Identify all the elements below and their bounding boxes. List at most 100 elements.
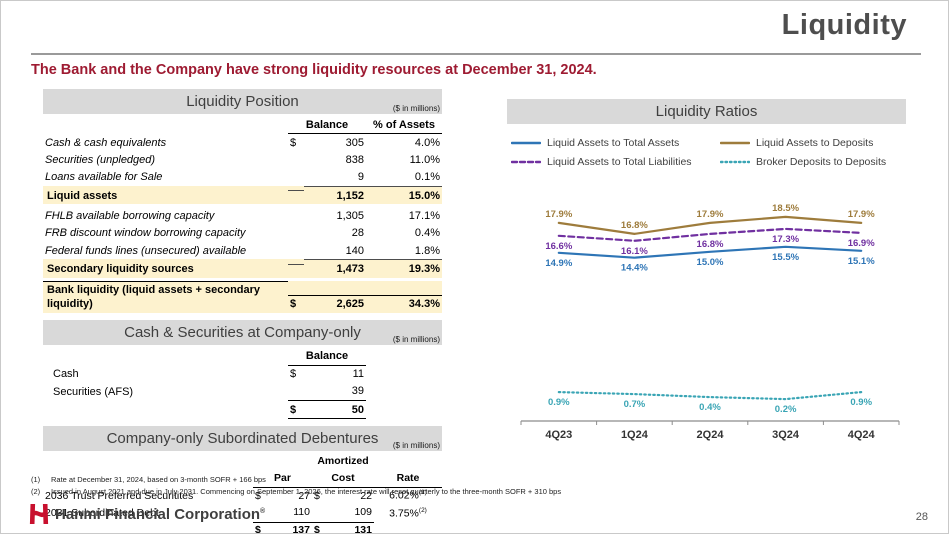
row-label: Loans available for Sale — [45, 171, 163, 184]
pct-value: 4.0% — [414, 136, 440, 149]
rate-value — [374, 529, 442, 533]
rate-value: 6.02%(1) — [389, 489, 427, 502]
footnote-text: Rate at December 31, 2024, based on 3-mo… — [51, 475, 266, 484]
svg-text:4Q24: 4Q24 — [848, 429, 876, 441]
svg-text:16.1%: 16.1% — [621, 246, 648, 257]
row-label: Securities (unpledged) — [45, 154, 156, 167]
row-label: Securities (AFS) — [53, 386, 134, 399]
legend-label: Liquid Assets to Total Liabilities — [547, 156, 692, 168]
legend-item: Liquid Assets to Total Assets — [511, 137, 716, 149]
brand-name: Hanmi Financial Corporation® — [55, 505, 266, 523]
svg-text:17.9%: 17.9% — [545, 209, 572, 220]
amortized-column-header: Amortized — [317, 454, 369, 467]
balance-value: 1,152 — [304, 186, 366, 204]
pct-value: 1.8% — [414, 244, 440, 257]
dollar-sign — [288, 211, 304, 225]
table-row: $50 — [43, 401, 442, 420]
cost-value: 109 — [328, 505, 374, 523]
left-column: Liquidity Position ($ in millions) Balan… — [43, 89, 442, 533]
svg-text:2Q24: 2Q24 — [697, 429, 725, 441]
dollar-sign: $ — [288, 294, 304, 313]
empty-cell — [366, 387, 442, 401]
dollar-sign — [253, 510, 266, 523]
legend-item: Liquid Assets to Deposits — [720, 137, 906, 149]
chart-panel: Liquidity Ratios Liquid Assets to Total … — [507, 99, 906, 456]
balance-value: 39 — [304, 383, 366, 402]
table-row: Securities (unpledged) 838 11.0% — [43, 152, 442, 169]
dollar-sign — [288, 155, 304, 169]
balance-value: 838 — [345, 154, 364, 167]
liquidity-position-column-headers: Balance % of Assets — [43, 116, 442, 135]
svg-text:0.4%: 0.4% — [699, 402, 721, 413]
slide-subtitle: The Bank and the Company have strong liq… — [31, 62, 597, 78]
pct-value: 19.3% — [366, 259, 442, 277]
table-row: Liquid assets 1,152 15.0% — [43, 186, 442, 205]
footer-brand: Hanmi Financial Corporation® — [29, 503, 265, 525]
dollar-sign: $ — [288, 401, 304, 420]
dollar-sign: $ — [312, 523, 328, 533]
row-label: Cash & cash equivalents — [45, 136, 167, 149]
registered-mark: ® — [260, 507, 266, 515]
par-value: 27 — [298, 489, 310, 502]
svg-text:15.0%: 15.0% — [697, 257, 724, 268]
balance-value: 50 — [304, 401, 366, 420]
balance-value: 1,473 — [304, 259, 366, 277]
balance-value: 2,625 — [304, 294, 366, 313]
row-label: Cash — [53, 368, 79, 381]
footnote-number: (2) — [31, 486, 41, 496]
row-label: FHLB available borrowing capacity — [45, 209, 215, 222]
legend-label: Liquid Assets to Deposits — [756, 137, 874, 149]
table-row: FRB discount window borrowing capacity 28… — [43, 225, 442, 242]
balance-column-header: Balance — [288, 116, 366, 135]
row-label: Liquid assets — [47, 189, 118, 202]
svg-text:0.9%: 0.9% — [850, 397, 872, 408]
table-row: FHLB available borrowing capacity 1,305 17… — [43, 207, 442, 224]
row-label: Federal funds lines (unsecured) availabl… — [45, 244, 247, 257]
footnote: (1) Rate at December 31, 2024, based on 3… — [31, 474, 911, 486]
company-cash-column-headers: Balance — [43, 347, 442, 366]
svg-text:17.9%: 17.9% — [848, 209, 875, 220]
dollar-sign: $ — [290, 368, 297, 381]
sub-debentures-title: Company-only Subordinated Debentures — [106, 430, 379, 448]
chart-header: Liquidity Ratios — [507, 99, 906, 124]
pct-of-assets-column-header: % of Assets — [366, 116, 442, 135]
dollar-sign: $ — [255, 489, 261, 502]
liquidity-position-table: Balance % of Assets Cash & cash equivale… — [43, 116, 442, 314]
footnote: (2) Issued in August 2021 and due in July… — [31, 486, 911, 498]
dollar-sign: $ — [290, 136, 297, 149]
chart-title: Liquidity Ratios — [655, 103, 758, 120]
row-label: Secondary liquidity sources — [47, 262, 194, 275]
legend-line-sample — [720, 160, 750, 164]
dollar-sign — [288, 172, 304, 186]
svg-text:3Q24: 3Q24 — [772, 429, 800, 441]
pct-value: 11.0% — [409, 154, 440, 167]
sub-debentures-rows: 2036 Trust Preferred Securitites $27 $22 6.… — [43, 488, 442, 533]
legend-label: Liquid Assets to Total Assets — [547, 137, 680, 149]
sub-debentures-header-row-2: Par Cost Rate — [43, 470, 442, 488]
balance-value: 1,305 — [336, 209, 364, 222]
cost-value: 131 — [328, 523, 374, 533]
table-row: 2031 Subordinated Debt 110 109 3.75%(2) — [43, 505, 442, 523]
svg-text:14.4%: 14.4% — [621, 263, 648, 274]
company-cash-header: Cash & Securities at Company-only ($ in … — [43, 320, 442, 346]
dollar-sign: $ — [253, 523, 266, 533]
balance-value: 140 — [345, 244, 364, 257]
units-note: ($ in millions) — [392, 104, 440, 113]
empty-cell — [366, 369, 442, 383]
title-divider — [31, 53, 921, 55]
footnotes: (1) Rate at December 31, 2024, based on 3… — [31, 474, 911, 497]
svg-text:0.2%: 0.2% — [775, 404, 797, 415]
sub-debentures-table: Amortized Par Cost Rate 2036 Trust Prefe… — [43, 453, 442, 533]
row-label: 2031 Subordinated Debt — [45, 507, 159, 520]
row-label: FRB discount window borrowing capacity — [45, 227, 246, 240]
rate-value: 3.75%(2) — [389, 506, 427, 520]
company-cash-rows: Cash $11 Securities (AFS) 39 $50 — [43, 366, 442, 420]
row-label: Bank liquidity (liquid assets + secondar… — [43, 280, 288, 314]
footnote-text: Issued in August 2021 and due in July 20… — [51, 486, 562, 496]
svg-text:16.8%: 16.8% — [697, 239, 724, 250]
svg-text:15.5%: 15.5% — [772, 252, 799, 263]
par-value: 110 — [266, 505, 312, 523]
legend-label: Broker Deposits to Deposits — [756, 156, 887, 168]
dollar-sign — [288, 245, 304, 259]
